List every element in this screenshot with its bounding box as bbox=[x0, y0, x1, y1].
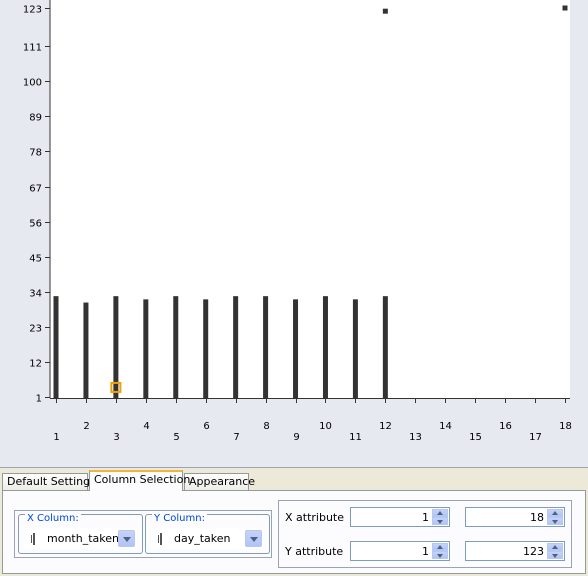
x-column-legend: X Column: bbox=[25, 513, 81, 524]
x-tick-label: 7 bbox=[233, 432, 239, 443]
x-tick-label: 14 bbox=[439, 421, 452, 432]
x-attribute-max-spinner[interactable]: 18 bbox=[465, 507, 565, 527]
spinner-up-icon[interactable] bbox=[432, 543, 448, 551]
x-tick-label: 15 bbox=[469, 432, 482, 443]
chevron-down-icon[interactable] bbox=[118, 530, 135, 547]
x-tick-label: 11 bbox=[349, 432, 362, 443]
x-tick-label: 4 bbox=[143, 421, 149, 432]
spinner-down-icon[interactable] bbox=[432, 517, 448, 525]
tab-default-settings[interactable]: Default Settings bbox=[2, 473, 96, 491]
point-column bbox=[263, 296, 269, 399]
column-selectors: X Column: month_taken Y Column: day_take… bbox=[14, 510, 272, 558]
x-tick-label: 3 bbox=[113, 432, 119, 443]
x-tick-label: 2 bbox=[83, 421, 89, 432]
x-attribute-min-value: 1 bbox=[422, 511, 429, 524]
y-tick-label: 78 bbox=[29, 148, 42, 159]
x-tick-label: 1 bbox=[53, 432, 59, 443]
y-tick-label: 12 bbox=[29, 359, 42, 370]
spinner-up-icon[interactable] bbox=[547, 543, 563, 551]
point-column bbox=[233, 296, 239, 399]
tab-appearance[interactable]: Appearance bbox=[184, 473, 255, 491]
x-tick-label: 5 bbox=[173, 432, 179, 443]
x-attribute-max-value: 18 bbox=[530, 511, 544, 524]
y-tick-label: 67 bbox=[29, 184, 42, 195]
y-tick-label: 123 bbox=[23, 5, 42, 16]
y-column-legend: Y Column: bbox=[152, 513, 207, 524]
point-column bbox=[113, 296, 119, 399]
y-attribute-max-spinner[interactable]: 123 bbox=[465, 541, 565, 561]
point-column bbox=[293, 299, 299, 399]
spinner-up-icon[interactable] bbox=[547, 509, 563, 517]
x-column-fieldset: X Column: month_taken bbox=[18, 513, 143, 554]
point-column bbox=[203, 299, 209, 399]
x-tick-label: 9 bbox=[293, 432, 299, 443]
y-column-fieldset: Y Column: day_taken bbox=[145, 513, 270, 554]
y-attribute-max-value: 123 bbox=[523, 545, 544, 558]
data-point bbox=[562, 5, 568, 11]
x-column-value: month_taken bbox=[47, 532, 119, 545]
tab-bar: Default Settings Column Selection Appear… bbox=[2, 470, 588, 491]
x-tick-label: 17 bbox=[529, 432, 542, 443]
y-tick-label: 23 bbox=[29, 324, 42, 335]
x-tick-label: 10 bbox=[319, 421, 332, 432]
x-attribute-min-spinner[interactable]: 1 bbox=[350, 507, 450, 527]
x-tick-label: 16 bbox=[499, 421, 512, 432]
y-tick-label: 34 bbox=[29, 289, 42, 300]
chevron-down-icon[interactable] bbox=[245, 530, 262, 547]
y-tick-label: 89 bbox=[29, 113, 42, 124]
y-attribute-label: Y attribute bbox=[285, 545, 344, 558]
y-tick-label: 56 bbox=[29, 219, 42, 230]
spinner-down-icon[interactable] bbox=[432, 551, 448, 559]
column-type-icon bbox=[158, 533, 162, 545]
point-column bbox=[173, 296, 179, 399]
x-tick-label: 8 bbox=[263, 421, 269, 432]
attribute-ranges: X attribute 1 18 Y attribute 1 123 bbox=[278, 500, 572, 568]
x-tick-label: 6 bbox=[203, 421, 209, 432]
y-tick-label: 111 bbox=[23, 43, 42, 54]
point-column bbox=[352, 299, 358, 399]
spinner-down-icon[interactable] bbox=[547, 517, 563, 525]
y-attribute-min-spinner[interactable]: 1 bbox=[350, 541, 450, 561]
point-column bbox=[143, 299, 149, 399]
y-column-value: day_taken bbox=[174, 532, 231, 545]
point-column bbox=[322, 296, 328, 399]
y-attribute-min-value: 1 bbox=[422, 545, 429, 558]
x-column-select[interactable]: month_taken bbox=[24, 528, 137, 549]
column-type-icon bbox=[31, 533, 35, 545]
x-tick-label: 18 bbox=[559, 421, 572, 432]
y-tick-label: 45 bbox=[29, 254, 42, 265]
spinner-down-icon[interactable] bbox=[547, 551, 563, 559]
spinner-up-icon[interactable] bbox=[432, 509, 448, 517]
data-point bbox=[382, 8, 388, 14]
y-tick-label: 100 bbox=[23, 78, 42, 89]
x-tick-label: 13 bbox=[409, 432, 422, 443]
y-tick-label: 1 bbox=[36, 394, 42, 405]
scatter-plot[interactable]: 1122334455667788910011112312345678910111… bbox=[0, 0, 588, 468]
point-column bbox=[83, 302, 89, 399]
point-column bbox=[382, 296, 388, 399]
x-tick-label: 12 bbox=[379, 421, 392, 432]
point-column bbox=[53, 296, 59, 399]
y-column-select[interactable]: day_taken bbox=[151, 528, 264, 549]
highlighted-point bbox=[110, 381, 122, 393]
x-attribute-label: X attribute bbox=[285, 511, 345, 524]
tab-column-selection[interactable]: Column Selection bbox=[89, 470, 190, 491]
plot-area bbox=[50, 0, 570, 398]
scatter-plot-panel[interactable]: 1 12 23 34 45 56 67 78 89 100 111 123 1 2 3 4 5 6 7 8 9 10 11 1… bbox=[0, 0, 588, 468]
